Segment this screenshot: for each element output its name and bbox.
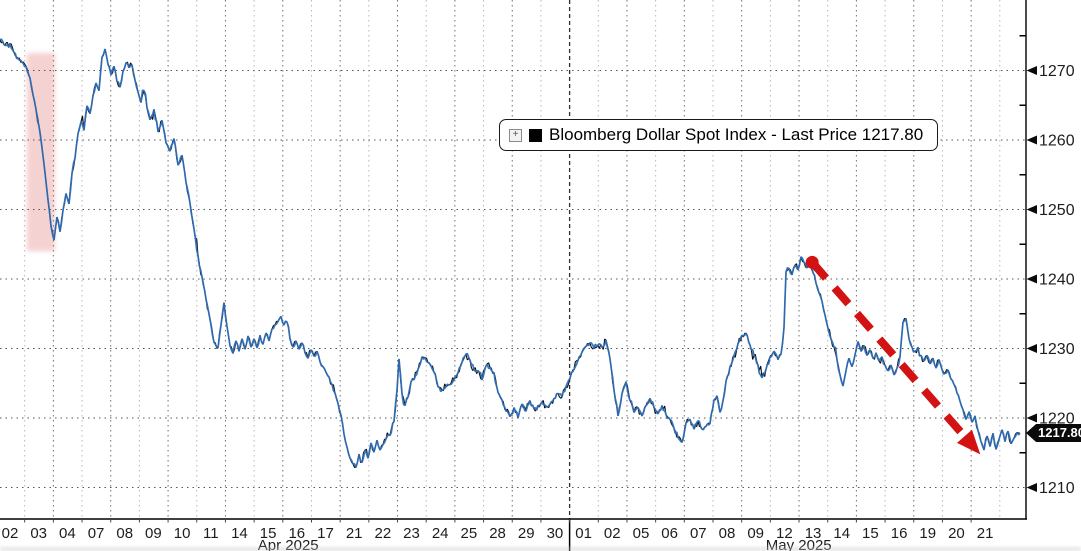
x-axis-date-label: 11 xyxy=(203,525,219,542)
x-axis-date-label: 08 xyxy=(719,525,736,542)
x-axis-date-label: 15 xyxy=(260,525,277,542)
x-axis-date-label: 24 xyxy=(432,525,449,542)
x-axis-date-label: 06 xyxy=(661,525,678,542)
last-price-tag: 1217.80 xyxy=(1026,424,1081,442)
chart-legend[interactable]: + Bloomberg Dollar Spot Index - Last Pri… xyxy=(499,119,939,151)
x-axis-date-label: 09 xyxy=(145,525,162,542)
x-axis-date-label: 05 xyxy=(633,525,650,542)
y-tick-arrow-icon xyxy=(1026,205,1037,214)
x-axis-date-label: 17 xyxy=(317,525,334,542)
price-line-blue xyxy=(0,38,1021,468)
x-axis-date-label: 01 xyxy=(575,525,592,542)
x-axis-date-label: 07 xyxy=(88,525,105,542)
y-axis-label: 1270 xyxy=(1039,63,1075,80)
x-axis-date-label: 21 xyxy=(977,525,994,542)
cropped-footer-strip xyxy=(0,547,1081,551)
expand-toggle-icon[interactable]: + xyxy=(509,128,522,142)
x-axis-date-label: 02 xyxy=(2,525,19,542)
x-axis-month-label: Apr 2025 xyxy=(258,537,319,551)
x-axis-month-label: May 2025 xyxy=(766,537,832,551)
x-axis-date-label: 16 xyxy=(891,525,908,542)
y-tick-arrow-icon xyxy=(1026,344,1037,353)
series-marker-icon xyxy=(529,128,542,142)
y-axis-label: 1210 xyxy=(1039,480,1075,497)
y-tick-arrow-icon xyxy=(1026,483,1037,492)
y-tick-arrow-icon xyxy=(1026,413,1037,423)
x-axis-date-label: 28 xyxy=(489,525,506,542)
x-axis-date-label: 12 xyxy=(776,525,793,542)
x-axis-date-label: 13 xyxy=(805,525,822,542)
price-line-black xyxy=(0,39,1021,468)
x-axis-date-label: 19 xyxy=(919,525,936,542)
y-tick-arrow-icon xyxy=(1026,135,1037,145)
trend-arrow-head xyxy=(957,429,981,455)
legend-label: Bloomberg Dollar Spot Index - Last Price… xyxy=(549,125,924,144)
x-axis-date-label: 08 xyxy=(116,525,133,542)
x-axis-date-label: 07 xyxy=(690,525,707,542)
x-axis-date-label: 21 xyxy=(346,525,363,542)
y-axis-label: 1230 xyxy=(1039,341,1075,358)
y-tick-arrow-icon xyxy=(1026,274,1037,284)
x-axis-date-label: 10 xyxy=(174,525,191,542)
x-axis-date-label: 29 xyxy=(518,525,535,542)
y-axis-label: 1240 xyxy=(1039,272,1075,289)
x-axis-date-label: 23 xyxy=(403,525,420,542)
y-tick-arrow-icon xyxy=(1026,66,1037,75)
y-axis-label: 1250 xyxy=(1039,202,1075,219)
trend-arrow-shaft xyxy=(809,259,972,444)
x-axis-date-label: 30 xyxy=(547,525,564,542)
x-axis-date-label: 20 xyxy=(948,525,965,542)
x-axis-date-label: 09 xyxy=(747,525,764,542)
x-axis-date-label: 25 xyxy=(461,525,478,542)
trend-arrow-origin-dot xyxy=(805,255,819,269)
y-axis-label: 1220 xyxy=(1039,411,1075,428)
x-axis-date-label: 14 xyxy=(833,525,850,542)
x-axis-date-label: 15 xyxy=(862,525,879,542)
x-axis-date-label: 22 xyxy=(374,525,391,542)
x-axis-date-label: 03 xyxy=(30,525,47,542)
x-axis-date-label: 16 xyxy=(288,525,305,542)
x-axis-date-label: 02 xyxy=(604,525,621,542)
y-axis-label: 1260 xyxy=(1039,133,1075,150)
x-axis-date-label: 04 xyxy=(59,525,76,542)
x-axis-date-label: 14 xyxy=(231,525,248,542)
